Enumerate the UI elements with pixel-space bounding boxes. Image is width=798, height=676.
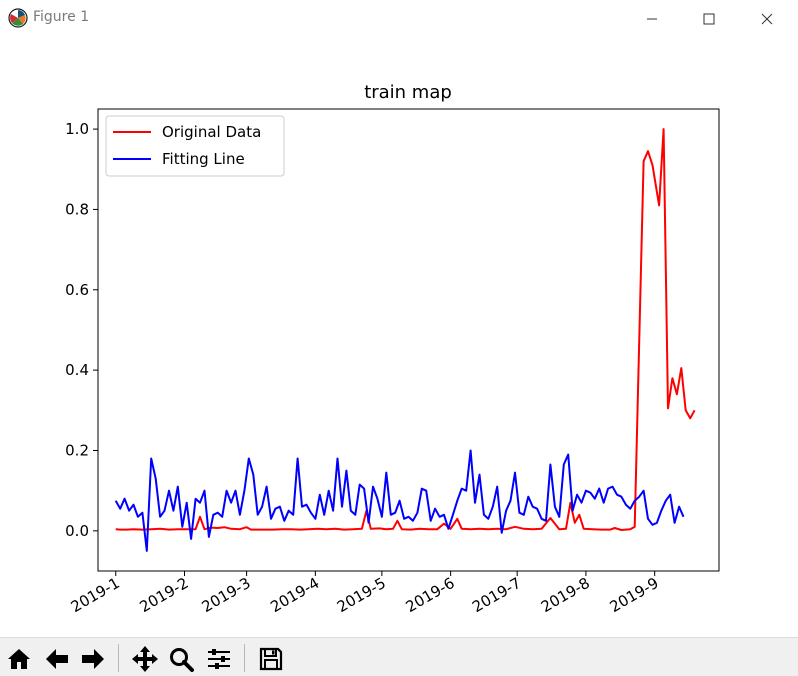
maximize-icon [703,13,715,24]
subplots-config-icon [208,649,230,669]
save-button[interactable] [256,644,286,674]
y-tick-label: 0.4 [65,361,89,379]
close-icon [761,13,773,24]
y-tick-label: 0.6 [65,281,89,299]
forward-button[interactable] [78,644,108,674]
zoom-button[interactable] [166,644,196,674]
toolbar-separator [244,644,245,672]
window-title: Figure 1 [33,9,90,25]
y-tick-label: 0.0 [65,522,89,540]
toolbar-separator [118,644,119,672]
zoom-icon [170,648,194,672]
series-line-original-data [115,128,696,531]
home-button[interactable] [4,644,34,674]
axes-frame [97,108,720,572]
minimize-button[interactable] [629,0,675,37]
save-icon [259,647,283,671]
chart-title: train map [364,82,452,103]
matplotlib-icon [8,8,28,28]
navigation-toolbar [0,637,798,676]
home-icon [8,649,30,669]
legend-label-original-data: Original Data [162,123,261,141]
maximize-button[interactable] [686,0,732,37]
y-tick-label: 1.0 [65,120,89,138]
legend: Original Data Fitting Line [105,115,285,177]
back-arrow-icon [46,649,68,669]
figure-canvas: 2019-1 2019-2 2019-3 2019-4 2019-5 2019-6 2019… [0,37,798,637]
legend-label-fitting-line: Fitting Line [162,150,245,168]
pan-button[interactable] [130,644,160,674]
window-titlebar: Figure 1 [0,0,798,37]
forward-arrow-icon [82,649,104,669]
y-tick-label: 0.8 [65,200,89,218]
y-axis-ticks: 0.0 0.2 0.4 0.6 0.8 1.0 [65,120,98,540]
configure-subplots-button[interactable] [204,644,234,674]
y-tick-label: 0.2 [65,441,89,459]
series-layer [114,128,696,552]
line-chart: 2019-1 2019-2 2019-3 2019-4 2019-5 2019-6 2019… [0,37,798,637]
series-line-fitting-line [114,449,685,552]
pan-icon [132,646,158,672]
back-button[interactable] [42,644,72,674]
close-button[interactable] [744,0,790,37]
minimize-icon [647,18,657,19]
